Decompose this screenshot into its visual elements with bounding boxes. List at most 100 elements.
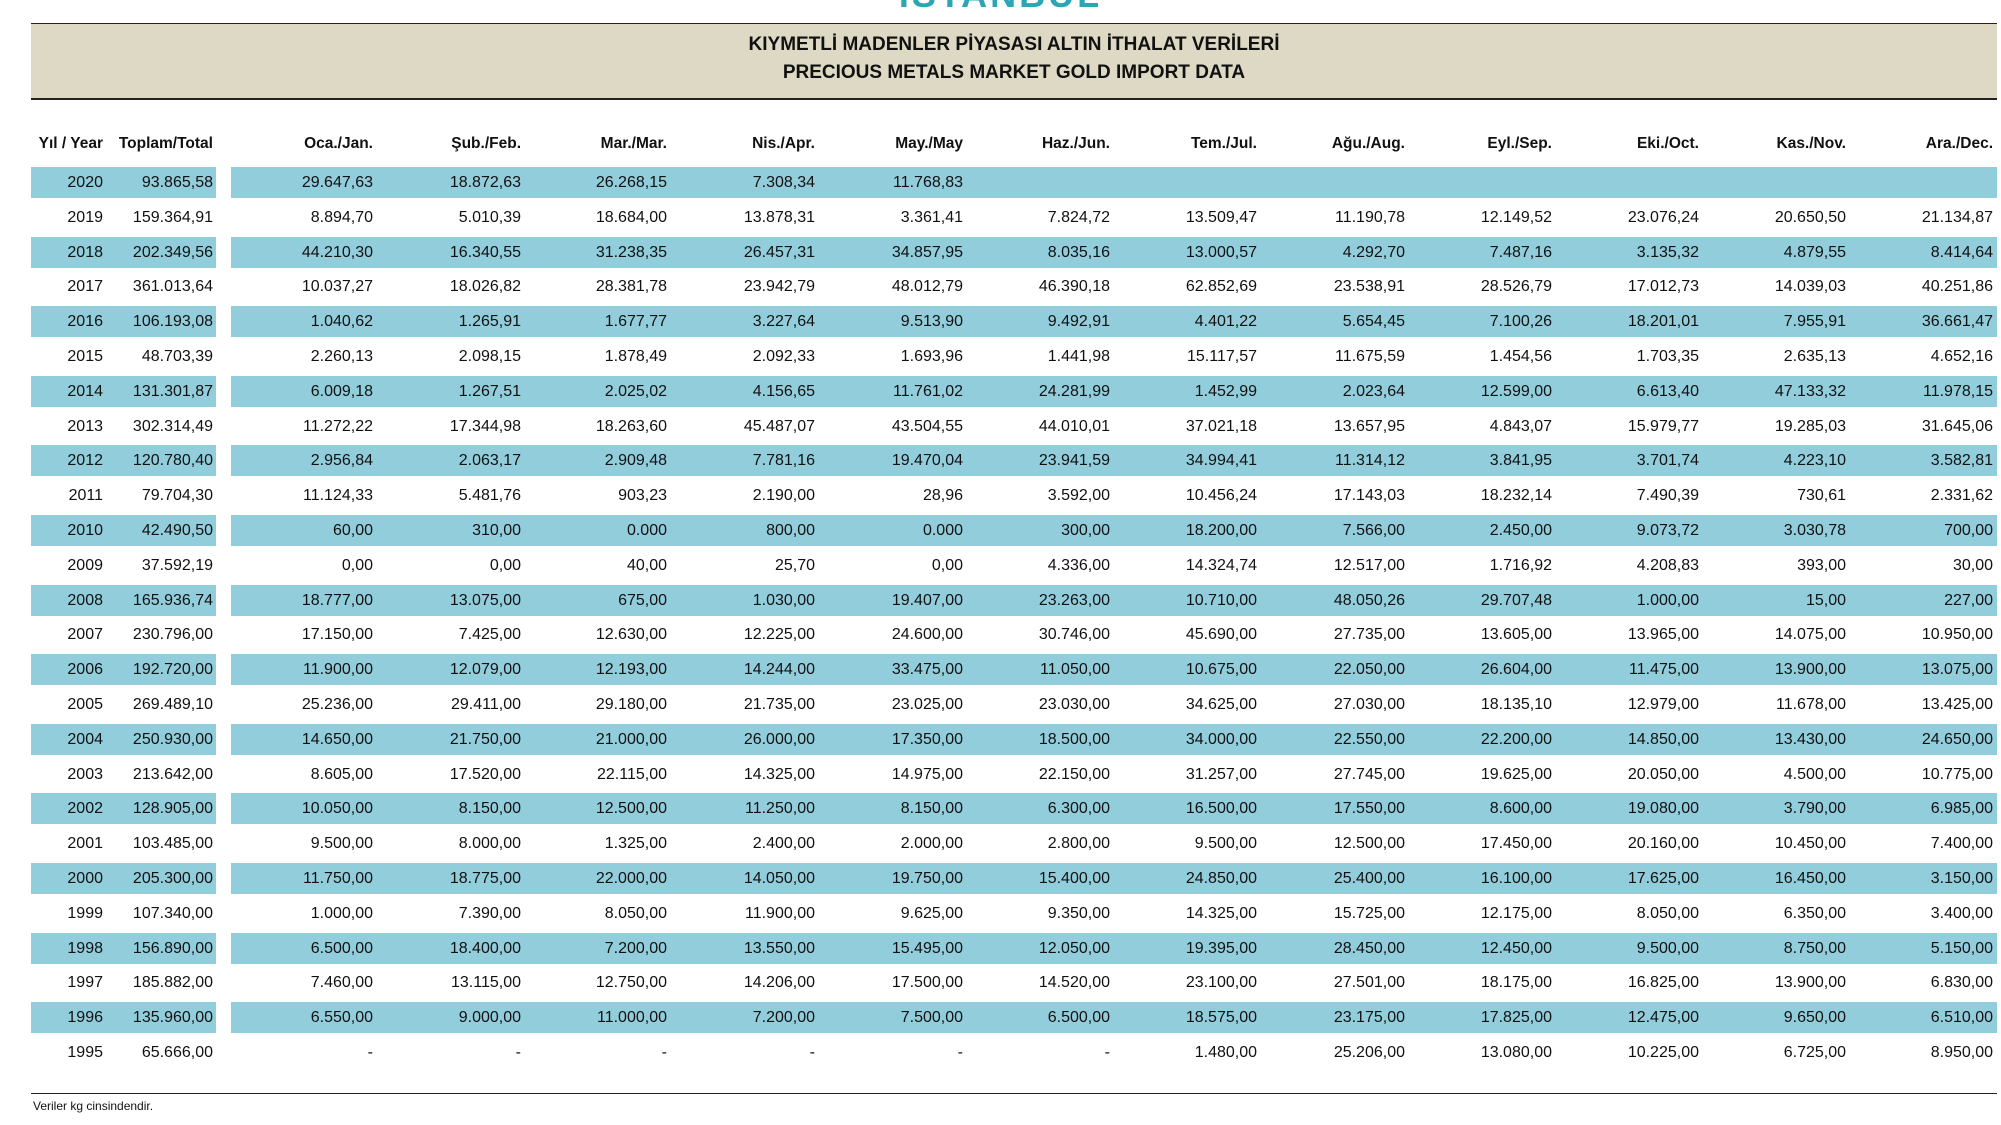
value-cell: 44.210,30 (301, 243, 373, 261)
value-cell: - (367, 1044, 373, 1061)
value-cell: 10.456,24 (1185, 487, 1257, 505)
value-cell: 45.487,07 (743, 417, 815, 435)
value-cell: 31.257,00 (1185, 765, 1257, 783)
value-cell: 4.336,00 (1047, 556, 1110, 574)
column-header: Haz./Jun. (1041, 135, 1110, 152)
year-cell: 1996 (67, 1009, 103, 1027)
row-band (231, 584, 1997, 616)
value-cell: 7.500,00 (900, 1009, 963, 1027)
value-cell: 1.878,49 (604, 348, 667, 365)
value-cell: 60,00 (332, 522, 373, 539)
row-band (31, 584, 216, 616)
row-band (31, 932, 216, 964)
value-cell: 23.025,00 (891, 696, 963, 713)
value-cell: 48.050,26 (1333, 591, 1405, 609)
value-cell: 250.930,00 (132, 730, 213, 748)
value-cell: 165.936,74 (132, 591, 213, 609)
value-cell: 4.500,00 (1783, 765, 1846, 783)
value-cell: 2.331,62 (1930, 487, 1993, 505)
value-cell: 12.450,00 (1480, 939, 1552, 957)
value-cell: 37.021,18 (1185, 417, 1257, 435)
year-cell: 2017 (67, 278, 103, 296)
value-cell: 4.208,83 (1636, 556, 1699, 574)
value-cell: 21.735,00 (743, 696, 815, 713)
value-cell: 6.009,18 (310, 382, 373, 400)
row-band (231, 515, 1997, 546)
value-cell: 3.790,00 (1783, 800, 1846, 818)
value-cell: 19.750,00 (891, 870, 963, 887)
value-cell: 8.150,00 (458, 800, 521, 818)
value-cell: 12.079,00 (449, 661, 521, 679)
value-cell: 1.267,51 (458, 382, 521, 400)
value-cell: 2.092,33 (752, 348, 815, 365)
column-header: Ağu./Aug. (1331, 135, 1405, 152)
row-band (31, 1002, 216, 1034)
title-en: PRECIOUS METALS MARKET GOLD IMPORT DATA (782, 62, 1246, 83)
footnote: Veriler kg cinsindendir. (33, 1099, 154, 1113)
value-cell: 11.750,00 (303, 870, 373, 887)
value-cell: 22.115,00 (597, 765, 667, 783)
value-cell: 23.030,00 (1038, 696, 1110, 713)
value-cell: 11.124,33 (303, 487, 373, 505)
year-cell: 2013 (67, 417, 103, 435)
value-cell: 17.520,00 (449, 765, 521, 783)
row-band (31, 167, 216, 198)
value-cell: 8.050,00 (1636, 904, 1699, 922)
value-cell: 19.470,04 (891, 452, 963, 470)
value-cell: 17.450,00 (1480, 835, 1552, 853)
value-cell: 13.075,00 (449, 591, 521, 609)
value-cell: 34.994,41 (1185, 452, 1257, 470)
value-cell: 7.566,00 (1342, 522, 1405, 539)
value-cell: 14.050,00 (743, 870, 815, 887)
value-cell: 26.000,00 (743, 730, 815, 748)
value-cell: 24.650,00 (1921, 730, 1993, 748)
value-cell: 7.200,00 (752, 1009, 815, 1027)
value-cell: 31.238,35 (595, 243, 667, 261)
value-cell: 6.550,00 (310, 1009, 373, 1027)
value-cell: 903,23 (618, 487, 667, 505)
value-cell: 15,00 (1805, 591, 1846, 609)
value-cell: 16.100,00 (1480, 870, 1552, 887)
value-cell: 4.156,65 (752, 382, 815, 400)
value-cell: 2.023,64 (1342, 382, 1405, 400)
value-cell: 14.325,00 (1185, 904, 1257, 922)
value-cell: 13.878,31 (743, 208, 815, 226)
value-cell: 18.872,63 (449, 174, 521, 191)
value-cell: 4.879,55 (1783, 243, 1846, 261)
value-cell: 13.430,00 (1774, 730, 1846, 748)
value-cell: 45.690,00 (1185, 626, 1257, 644)
value-cell: 7.100,26 (1489, 313, 1552, 331)
value-cell: 24.600,00 (891, 626, 963, 644)
value-cell: 1.716,92 (1489, 556, 1552, 574)
value-cell: 2.190,00 (752, 487, 815, 505)
value-cell: 3.841,95 (1489, 452, 1552, 470)
value-cell: 8.150,00 (900, 800, 963, 818)
value-cell: 1.030,00 (752, 591, 815, 609)
value-cell: 1.265,91 (458, 313, 521, 331)
value-cell: 4.292,70 (1342, 243, 1405, 261)
value-cell: 12.475,00 (1627, 1009, 1699, 1027)
column-header: Eki./Oct. (1636, 135, 1699, 152)
value-cell: - (1104, 1044, 1110, 1061)
year-cell: 2018 (67, 243, 103, 261)
row-band (31, 654, 216, 686)
value-cell: 25.206,00 (1333, 1044, 1405, 1061)
value-cell: 9.513,90 (900, 313, 963, 331)
value-cell: 17.344,98 (449, 417, 521, 435)
column-header: Mar./Mar. (600, 135, 667, 152)
value-cell: 62.852,69 (1185, 278, 1257, 296)
row-band (231, 167, 1997, 198)
value-cell: 11.900,00 (303, 661, 373, 679)
year-cell: 2012 (67, 452, 103, 470)
value-cell: 106.193,08 (132, 313, 213, 331)
value-cell: 22.000,00 (595, 870, 667, 887)
year-cell: 2014 (67, 382, 103, 400)
value-cell: 11.190,78 (1335, 208, 1405, 226)
value-cell: 16.500,00 (1185, 800, 1257, 818)
year-cell: 2005 (67, 696, 103, 713)
value-cell: 24.281,99 (1038, 382, 1110, 400)
value-cell: 7.425,00 (458, 626, 521, 644)
value-cell: 0,00 (341, 556, 373, 574)
value-cell: 13.080,00 (1480, 1044, 1552, 1061)
value-cell: 15.979,77 (1627, 417, 1699, 435)
